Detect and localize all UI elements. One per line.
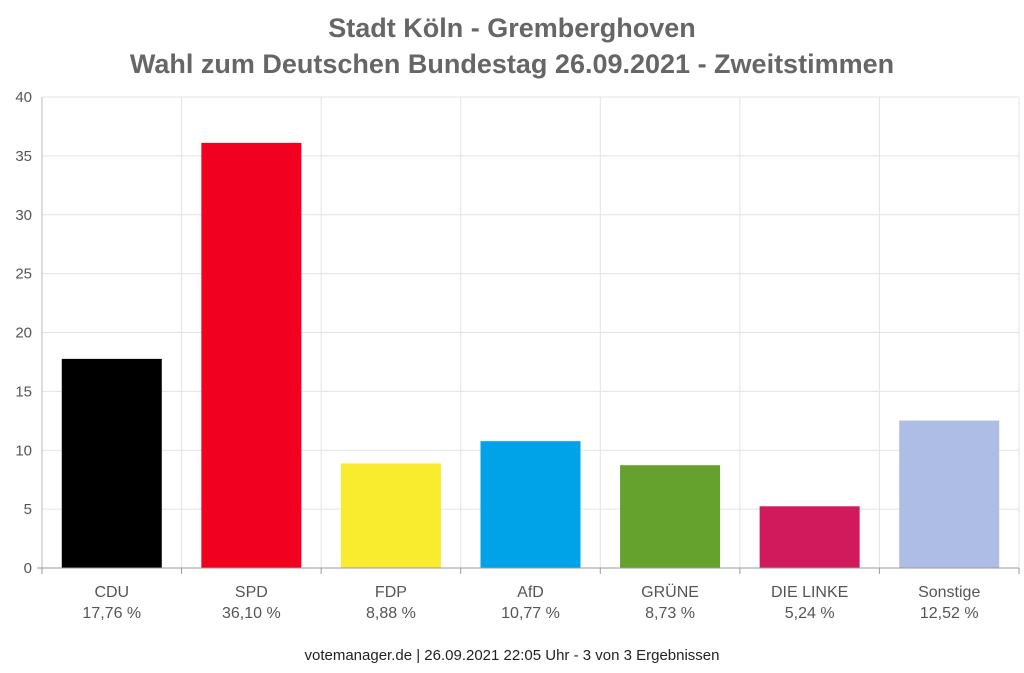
x-percent-label: 5,24 %	[785, 605, 835, 622]
y-tick-label: 5	[24, 501, 32, 518]
y-tick-label: 15	[15, 383, 32, 400]
x-category-label: GRÜNE	[641, 583, 699, 601]
y-tick-label: 10	[15, 442, 32, 459]
y-tick-label: 35	[15, 148, 32, 165]
x-percent-label: 36,10 %	[222, 605, 281, 622]
x-category-label: FDP	[375, 584, 407, 601]
x-percent-label: 8,73 %	[645, 605, 695, 622]
x-category-label: SPD	[235, 584, 268, 601]
bar-gr-ne	[620, 465, 721, 568]
x-category-label: AfD	[517, 584, 544, 601]
bar-afd	[480, 441, 581, 568]
x-percent-label: 17,76 %	[82, 605, 141, 622]
chart-footer: votemanager.de | 26.09.2021 22:05 Uhr - …	[304, 647, 720, 664]
x-category-label: CDU	[94, 584, 129, 601]
x-category-label: DIE LINKE	[771, 584, 848, 601]
y-tick-label: 30	[15, 207, 32, 224]
y-tick-label: 20	[15, 325, 32, 342]
y-tick-label: 25	[15, 266, 32, 283]
x-percent-label: 12,52 %	[920, 605, 979, 622]
x-percent-label: 8,88 %	[366, 605, 416, 622]
chart-title-line-2: Wahl zum Deutschen Bundestag 26.09.2021 …	[129, 49, 895, 79]
chart-title-line-1: Stadt Köln - Gremberghoven	[328, 13, 696, 43]
bar-cdu	[61, 358, 162, 568]
bar-die-linke	[759, 506, 860, 568]
y-tick-label: 40	[15, 89, 32, 106]
x-category-label: Sonstige	[918, 584, 980, 601]
bar-sonstige	[899, 420, 1000, 568]
x-percent-label: 10,77 %	[501, 605, 560, 622]
bar-spd	[201, 142, 302, 569]
bar-fdp	[340, 463, 441, 568]
y-tick-label: 0	[24, 560, 32, 577]
